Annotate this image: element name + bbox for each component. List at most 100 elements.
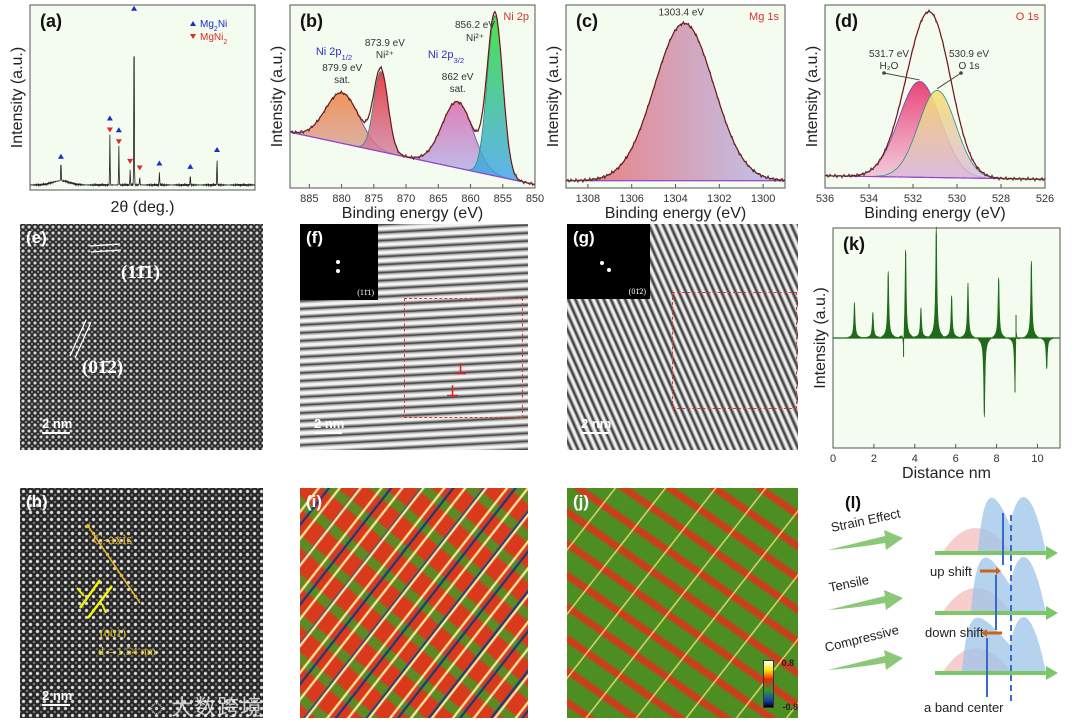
arrow-icon: [883, 72, 920, 81]
mgni2-marker-icon: [127, 158, 134, 164]
x-axis-label: Binding energy (eV): [605, 205, 746, 222]
spectrum-label: O 1s: [1016, 11, 1040, 23]
peak-energy-label: 856.2 eV: [455, 20, 495, 31]
panel-label: (e): [26, 228, 47, 247]
colorbar: [763, 660, 774, 708]
plane-label-001: (001): [100, 626, 126, 640]
scale-bar: 2 nm: [581, 416, 611, 434]
x-tick-label: 880: [332, 193, 350, 205]
chart-c: 1308 1306 1304 1302 1300 Binding energy (eV) I…: [545, 4, 786, 222]
band-center-schematic: (l)Strain Effect Tensile Compressive up shi…: [823, 493, 1058, 715]
mgni2-marker-icon: [106, 127, 113, 133]
chart-d: 536 534 532 530 528 526 Binding energy (eV) Int…: [804, 4, 1054, 222]
inset-label: (01̄2): [628, 287, 646, 296]
fft-filtered-image-f: (11̄1) (f) ⊥ ⊥ 2 nm: [300, 224, 528, 450]
x-tick-label: 2: [871, 453, 877, 465]
peak-energy-label: 1303.4 eV: [658, 7, 704, 18]
y-axis-label: Intensity (a.u.): [804, 46, 821, 147]
raw-data-line: [824, 8, 1046, 182]
panel-label: (a): [40, 11, 62, 31]
scale-bar: 2 nm: [42, 416, 72, 434]
x-tick-label: 528: [992, 193, 1010, 205]
mgni2-marker-icon: [136, 165, 143, 171]
band-hump: [978, 496, 1046, 553]
panel-label: (d): [835, 11, 858, 31]
panel-label: (h): [26, 492, 48, 511]
hrtem-image-e: (e) (11̄1) (01̄2) 2 nm: [20, 224, 263, 450]
strain-map-j: (j) 0.8 -0.8: [567, 488, 798, 718]
text-main: MgNi: [200, 32, 223, 43]
background-line: [289, 131, 536, 186]
scale-bar: 2 nm: [314, 416, 344, 434]
text-subscript: 1/2: [342, 53, 353, 62]
text-subscript: 2: [214, 26, 218, 33]
strain-label: Strain Effect: [830, 506, 903, 535]
x-tick-label: 8: [994, 453, 1000, 465]
lattice-lines: [69, 243, 122, 359]
x-tick-label: 885: [300, 193, 318, 205]
band-hump: [971, 556, 1046, 613]
x-tick-label: 1300: [751, 193, 775, 205]
y-axis-label: Intensity (a.u.): [812, 287, 829, 388]
peak-assignment-label: O 1s: [958, 61, 979, 72]
mg2ni-marker-icon: [214, 147, 221, 153]
x-tick-label: 534: [860, 193, 878, 205]
x-tick-label: 1302: [707, 193, 731, 205]
peak-assignment-label: Ni²⁺: [466, 33, 484, 44]
x-tick-label: 532: [904, 193, 922, 205]
d-spacing-label: d = 1.54 nm: [98, 644, 157, 658]
panel-label: (c): [576, 11, 598, 31]
scale-bar: 2 nm: [42, 688, 72, 706]
strain-arrow-icon: [828, 650, 903, 670]
peak-assignment-label: sat.: [334, 75, 350, 86]
x-tick-label: 1306: [619, 193, 643, 205]
raw-data-line: [289, 10, 536, 187]
x-tick-label: 6: [953, 453, 959, 465]
x-tick-label: 4: [912, 453, 918, 465]
mg2ni-marker-icon: [131, 5, 138, 11]
legend-heart-icon: [190, 34, 196, 39]
dislocation-marker: ⊥: [446, 383, 460, 400]
dislocation-marker: ⊥: [454, 361, 468, 378]
panel-label: (f): [306, 228, 323, 247]
text-main: Ni 2p: [428, 49, 454, 61]
raw-data-line: [565, 20, 786, 184]
panel-label: (j): [573, 492, 590, 511]
mgni2-marker-icon: [115, 139, 122, 145]
plot-frame: [29, 4, 256, 191]
legend-triangle-icon: [190, 21, 196, 26]
down-shift-label: down shift: [925, 625, 984, 640]
arrowhead-icon: [882, 71, 886, 75]
peak-assignment-label: Ni²⁺: [376, 50, 394, 61]
y-axis-label: Intensity (a.u.): [269, 46, 286, 147]
x-tick-label: 865: [429, 193, 447, 205]
x-axis-label: 2θ (deg.): [110, 199, 174, 216]
fft-inset: (11̄1): [300, 224, 378, 300]
peak-assignment-label: sat.: [450, 84, 466, 95]
x-tick-label: 875: [365, 193, 383, 205]
x-axis-label: Binding energy (eV): [864, 205, 1005, 222]
x-tick-label: 860: [461, 193, 479, 205]
peak-energy-label: 530.9 eV: [949, 49, 989, 60]
group-label: Ni 2p1/2: [316, 46, 352, 62]
strain-map-i: (i): [300, 488, 528, 718]
mg2ni-marker-icon: [115, 127, 122, 133]
region-of-interest: [404, 298, 523, 418]
watermark: ◌ 大数跨境: [150, 695, 264, 720]
text-subscript: 3/2: [454, 56, 465, 65]
spectrum-label: Ni 2p: [503, 11, 529, 23]
panel-label: (l): [845, 493, 861, 512]
x-tick-label: 536: [816, 193, 834, 205]
x-tick-label: 0: [830, 453, 836, 465]
region-of-interest: [672, 292, 797, 409]
hrtem-image-h: (h) C-axis (001) d = 1.54 nm 2 nm: [20, 488, 263, 718]
x-axis-label: Distance nm: [902, 465, 991, 482]
fft-inset: (01̄2): [567, 224, 650, 299]
peak-energy-label: 873.9 eV: [365, 38, 405, 49]
peak-energy-label: 862 eV: [442, 72, 474, 83]
legend-entry: MgNi2: [200, 32, 227, 46]
fft-filtered-image-g: (01̄2) (g) 2 nm: [567, 224, 798, 450]
x-tick-label: 526: [1036, 193, 1054, 205]
c-axis-label: C-axis: [93, 532, 133, 548]
peak-energy-label: 879.9 eV: [322, 63, 362, 74]
